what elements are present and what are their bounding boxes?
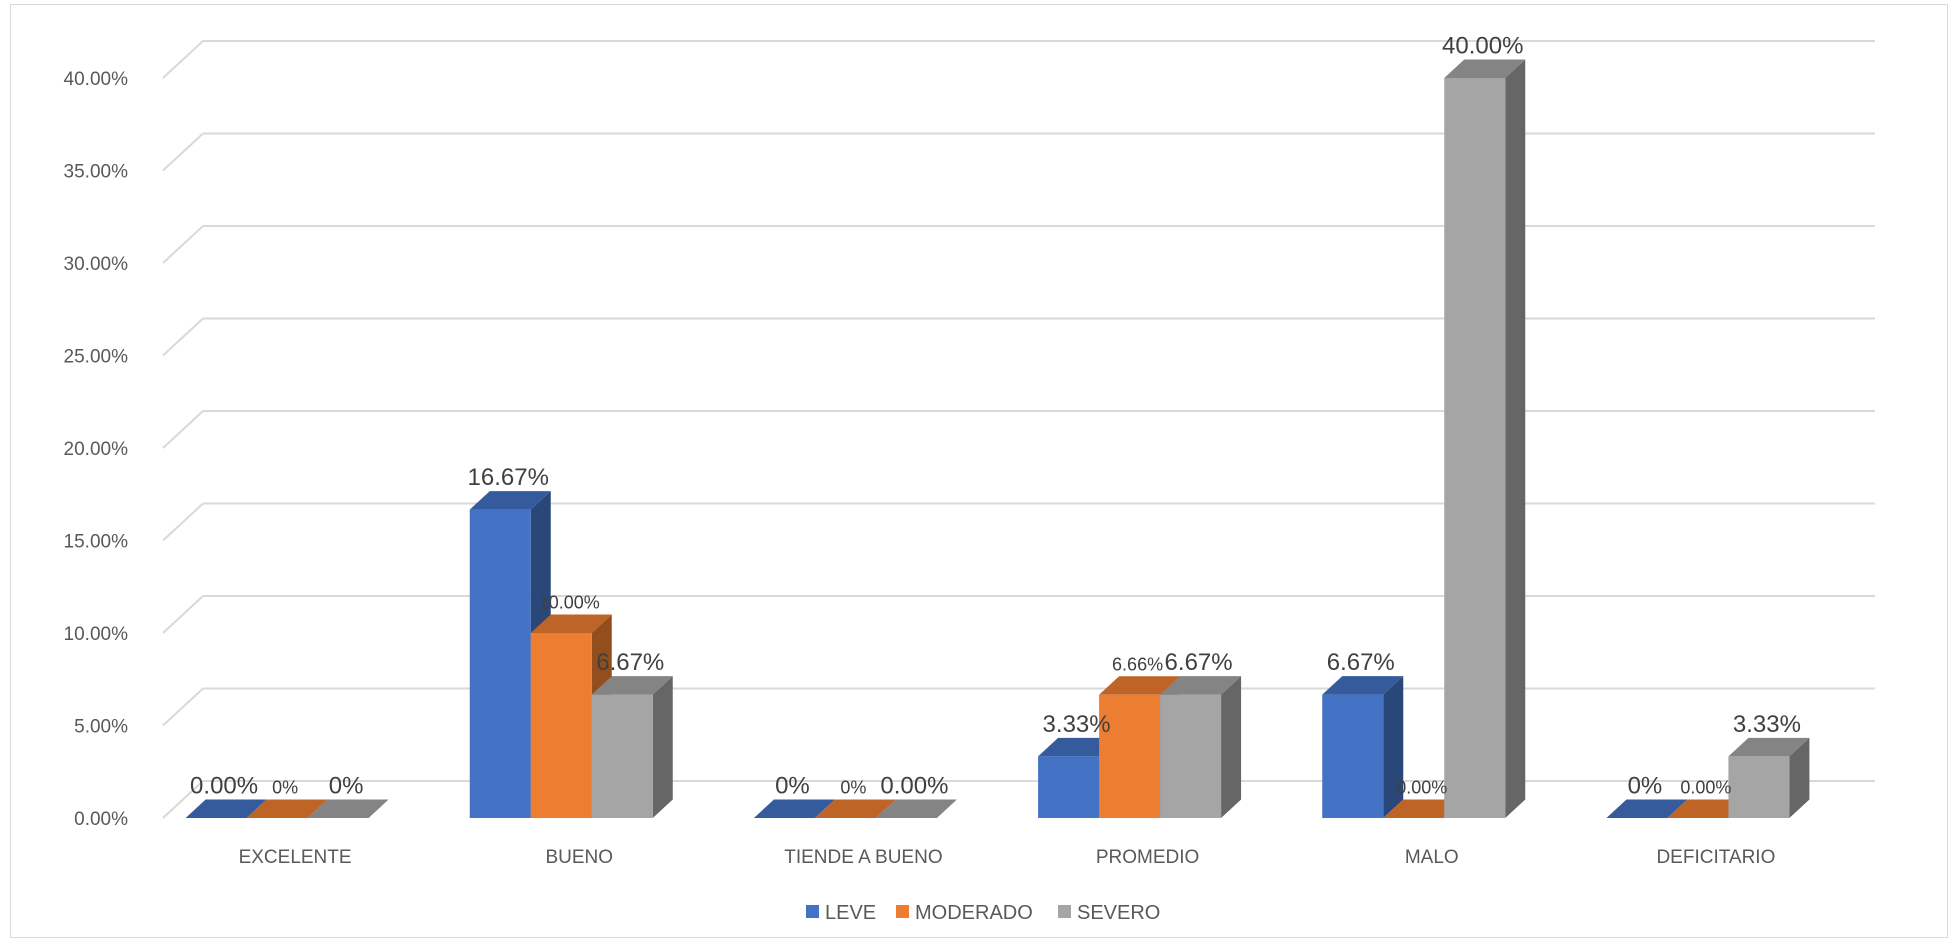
- bar-severo: [1160, 676, 1242, 818]
- data-label: 6.67%: [596, 649, 664, 676]
- x-category-label: BUENO: [545, 847, 613, 868]
- y-tick-label: 35.00%: [64, 162, 129, 183]
- y-axis-ticks: 0.00% 5.00% 10.00% 15.00% 20.00% 25.00% 30.00%…: [64, 69, 129, 830]
- bars: [185, 59, 1810, 818]
- x-category-label: MALO: [1405, 847, 1459, 868]
- bar-leve: [185, 799, 267, 818]
- data-label: 10.00%: [539, 593, 600, 613]
- legend-item-leve[interactable]: LEVE: [806, 902, 876, 924]
- legend-swatch: [896, 905, 909, 918]
- y-tick-label: 0.00%: [74, 809, 128, 830]
- legend-label: LEVE: [825, 902, 876, 924]
- legend[interactable]: LEVE MODERADO SEVERO: [806, 902, 1160, 924]
- y-tick-label: 15.00%: [64, 532, 129, 553]
- data-label: 0%: [840, 778, 866, 798]
- legend-swatch: [1058, 905, 1071, 918]
- y-tick-label: 5.00%: [74, 717, 128, 738]
- data-label: 0.00%: [190, 773, 258, 800]
- y-tick-label: 20.00%: [64, 439, 129, 460]
- data-label: 0.00%: [1680, 778, 1731, 798]
- gridline-diagonal: [162, 502, 204, 542]
- y-tick-label: 25.00%: [64, 347, 129, 368]
- bar-severo: [307, 799, 389, 818]
- y-tick-label: 10.00%: [64, 624, 129, 645]
- bar-leve: [753, 799, 835, 818]
- data-label: 0.00%: [880, 773, 948, 800]
- gridline-diagonal: [162, 317, 204, 357]
- bar-moderado: [246, 799, 328, 818]
- bar-severo: [1728, 737, 1810, 818]
- x-category-label: DEFICITARIO: [1656, 847, 1775, 868]
- gridline-diagonal: [162, 40, 204, 79]
- data-label: 6.66%: [1112, 654, 1163, 674]
- data-label: 3.33%: [1043, 711, 1111, 738]
- y-tick-label: 30.00%: [64, 254, 129, 275]
- x-category-label: EXCELENTE: [239, 847, 352, 868]
- legend-label: SEVERO: [1077, 902, 1160, 924]
- data-label: 0%: [272, 778, 298, 798]
- data-label: 6.67%: [1165, 649, 1233, 676]
- x-category-label: TIENDE A BUENO: [784, 847, 942, 868]
- data-labels: 0.00% 0% 0% 16.67% 10.00% 6.67% 0% 0% 0.00% 3.33%…: [190, 33, 1801, 800]
- gridlines: [162, 40, 1875, 819]
- bar-severo: [591, 676, 673, 818]
- bar-leve: [1322, 676, 1404, 818]
- legend-swatch: [806, 905, 819, 918]
- data-label: 6.67%: [1327, 649, 1395, 676]
- legend-item-severo[interactable]: SEVERO: [1058, 902, 1160, 924]
- bar-leve: [1606, 799, 1688, 818]
- gridline-diagonal: [162, 780, 204, 819]
- bar-moderado: [1383, 799, 1465, 818]
- gridline-diagonal: [162, 595, 204, 634]
- x-axis-categories: EXCELENTE BUENO TIENDE A BUENO PROMEDIO MALO…: [239, 847, 1776, 868]
- data-label: 40.00%: [1442, 33, 1523, 60]
- data-label: 3.33%: [1733, 711, 1801, 738]
- gridline-diagonal: [162, 225, 204, 264]
- bar-severo: [875, 799, 957, 818]
- data-label: 0.00%: [1396, 778, 1447, 798]
- gridline-diagonal: [162, 410, 204, 449]
- data-label: 0%: [775, 773, 810, 800]
- bar-severo: [1444, 59, 1526, 818]
- bar-moderado: [814, 799, 896, 818]
- chart-frame: [10, 4, 1948, 938]
- x-category-label: PROMEDIO: [1096, 847, 1199, 868]
- legend-item-moderado[interactable]: MODERADO: [896, 902, 1033, 924]
- y-tick-label: 40.00%: [64, 69, 129, 90]
- legend-label: MODERADO: [915, 902, 1033, 924]
- gridline-diagonal: [162, 132, 204, 172]
- data-label: 16.67%: [468, 464, 549, 491]
- bar-moderado: [1667, 799, 1749, 818]
- data-label: 0%: [329, 773, 364, 800]
- gridline-diagonal: [162, 687, 204, 727]
- data-label: 0%: [1628, 773, 1663, 800]
